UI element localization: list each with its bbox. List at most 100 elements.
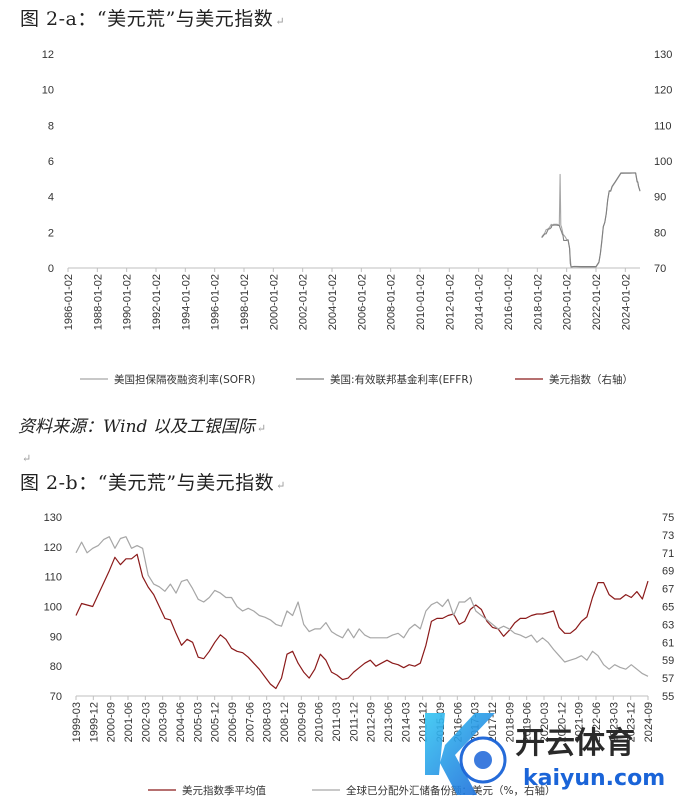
x-tick-label: 2024-09 (643, 702, 655, 742)
x-tick-label: 2020-12 (556, 702, 568, 742)
y-tick-label: 100 (44, 602, 62, 614)
x-tick-label: 2012-01-02 (444, 274, 456, 330)
y2-tick-label: 55 (662, 691, 674, 703)
x-tick-label: 1996-01-02 (210, 274, 222, 330)
x-tick-label: 2001-06 (123, 702, 135, 742)
y2-tick-label: 69 (662, 566, 674, 578)
x-tick-label: 1992-01-02 (151, 274, 163, 330)
paragraph-mark-icon: ↵ (275, 15, 286, 28)
y2-tick-label: 59 (662, 655, 674, 667)
y2-tick-label: 67 (662, 584, 674, 596)
series-line-0 (541, 172, 641, 268)
x-tick-label: 2020-01-02 (562, 274, 574, 330)
y2-tick-label: 80 (654, 227, 666, 239)
y-tick-label: 120 (44, 542, 62, 554)
logo-k-mark-icon (425, 713, 495, 795)
x-tick-label: 2000-09 (106, 702, 118, 742)
x-tick-label: 2012-09 (366, 702, 378, 742)
y-tick-label: 70 (50, 691, 62, 703)
y-tick-label: 130 (44, 512, 62, 524)
x-tick-label: 2006-09 (227, 702, 239, 742)
y-tick-label: 90 (50, 631, 62, 643)
figure-2-title: 图 2-b：“美元荒”与美元指数 ↵ (20, 468, 286, 495)
x-tick-label: 2016-01-02 (503, 274, 515, 330)
x-tick-label: 2002-03 (140, 702, 152, 742)
x-tick-label: 1988-01-02 (92, 274, 104, 330)
x-tick-label: 1999-03 (71, 702, 83, 742)
chart-1: 0 2 4 6 8 10 12 70 80 90 100 110 120 130 1986-01-02 198… (42, 49, 673, 386)
blank-paragraph: ↵ (20, 447, 31, 466)
chart-2-legend: 美元指数季平均值 全球已分配外汇储备份额：美元（%，右轴） (148, 784, 555, 797)
source-note-text: 资料来源：Wind 以及工银国际 (18, 417, 255, 437)
x-tick-label: 2005-12 (210, 702, 222, 742)
x-tick-label: 2020-03 (539, 702, 551, 742)
x-tick-label: 2004-06 (175, 702, 187, 742)
y-tick-label: 0 (48, 263, 54, 275)
x-tick-label: 1999-12 (88, 702, 100, 742)
y-tick-label: 4 (48, 192, 54, 204)
y2-tick-label: 100 (654, 156, 672, 168)
series-line-1 (541, 172, 641, 268)
logo-domain: kaiyun.com (523, 766, 665, 791)
y2-tick-label: 65 (662, 602, 674, 614)
x-tick-label: 2017-12 (487, 702, 499, 742)
x-tick-label: 2023-12 (626, 702, 638, 742)
x-tick-label: 2008-03 (262, 702, 274, 742)
chart-2-plot-area (75, 536, 649, 690)
x-tick-label: 2014-01-02 (474, 274, 486, 330)
y2-tick-label: 120 (654, 85, 672, 97)
y-tick-label: 2 (48, 227, 54, 239)
x-tick-label: 2008-01-02 (386, 274, 398, 330)
legend-label-1: 美国:有效联邦基金利率(EFFR) (330, 373, 473, 386)
x-tick-label: 2018-01-02 (532, 274, 544, 330)
x-tick-label: 2011-03 (331, 702, 343, 742)
y-tick-label: 6 (48, 156, 54, 168)
x-tick-label: 2019-06 (522, 702, 534, 742)
chart-2: 70 80 90 100 110 120 130 55 57 59 61 63 65 67 69 71 73 75… (44, 512, 675, 797)
y-tick-label: 80 (50, 661, 62, 673)
x-tick-label: 2004-01-02 (327, 274, 339, 330)
paragraph-mark-icon: ↵ (22, 452, 32, 465)
y2-tick-label: 90 (654, 192, 666, 204)
x-tick-label: 1986-01-02 (63, 274, 75, 330)
figure-1-title-text: 图 2-a：“美元荒”与美元指数 (20, 8, 274, 30)
figure-1-title: 图 2-a：“美元荒”与美元指数 ↵ (20, 4, 285, 31)
chart-1-axes: 0 2 4 6 8 10 12 70 80 90 100 110 120 130 1986-01-02 198… (42, 49, 673, 330)
logo-wordmark: 开云体育 (515, 726, 635, 761)
y-tick-label: 8 (48, 120, 54, 132)
x-tick-label: 2006-01-02 (356, 274, 368, 330)
x-tick-label: 2009-09 (296, 702, 308, 742)
legend-label-1: 全球已分配外汇储备份额：美元（%，右轴） (346, 784, 555, 797)
y2-tick-label: 73 (662, 530, 674, 542)
x-tick-label: 2018-09 (504, 702, 516, 742)
x-tick-label: 2011-12 (348, 702, 360, 742)
y2-tick-label: 57 (662, 673, 674, 685)
y2-tick-label: 61 (662, 637, 674, 649)
y2-tick-label: 130 (654, 49, 672, 61)
x-tick-label: 2008-12 (279, 702, 291, 742)
legend-label-0: 美元指数季平均值 (182, 784, 266, 797)
x-tick-label: 2023-03 (608, 702, 620, 742)
x-tick-label: 2024-01-02 (620, 274, 632, 330)
series-line-1 (75, 536, 649, 677)
paragraph-mark-icon: ↵ (256, 422, 267, 435)
x-tick-label: 2014-03 (400, 702, 412, 742)
x-tick-label: 1990-01-02 (122, 274, 134, 330)
chart-2-axes: 70 80 90 100 110 120 130 55 57 59 61 63 65 67 69 71 73 75… (44, 512, 675, 742)
paragraph-mark-icon: ↵ (276, 479, 286, 492)
legend-label-2: 美元指数（右轴） (549, 373, 633, 386)
chart-1-plot-area (541, 172, 641, 268)
y2-tick-label: 63 (662, 619, 674, 631)
series-line-0 (75, 553, 649, 690)
x-tick-label: 2002-01-02 (298, 274, 310, 330)
x-tick-label: 2021-09 (574, 702, 586, 742)
x-tick-label: 2010-06 (314, 702, 326, 742)
source-note: 资料来源：Wind 以及工银国际 ↵ (18, 412, 266, 437)
x-tick-label: 2010-01-02 (415, 274, 427, 330)
x-tick-label: 2022-06 (591, 702, 603, 742)
x-tick-label: 2005-03 (192, 702, 204, 742)
y2-tick-label: 110 (654, 120, 672, 132)
y-tick-label: 10 (42, 85, 54, 97)
x-tick-label: 2022-01-02 (591, 274, 603, 330)
y2-tick-label: 71 (662, 548, 674, 560)
